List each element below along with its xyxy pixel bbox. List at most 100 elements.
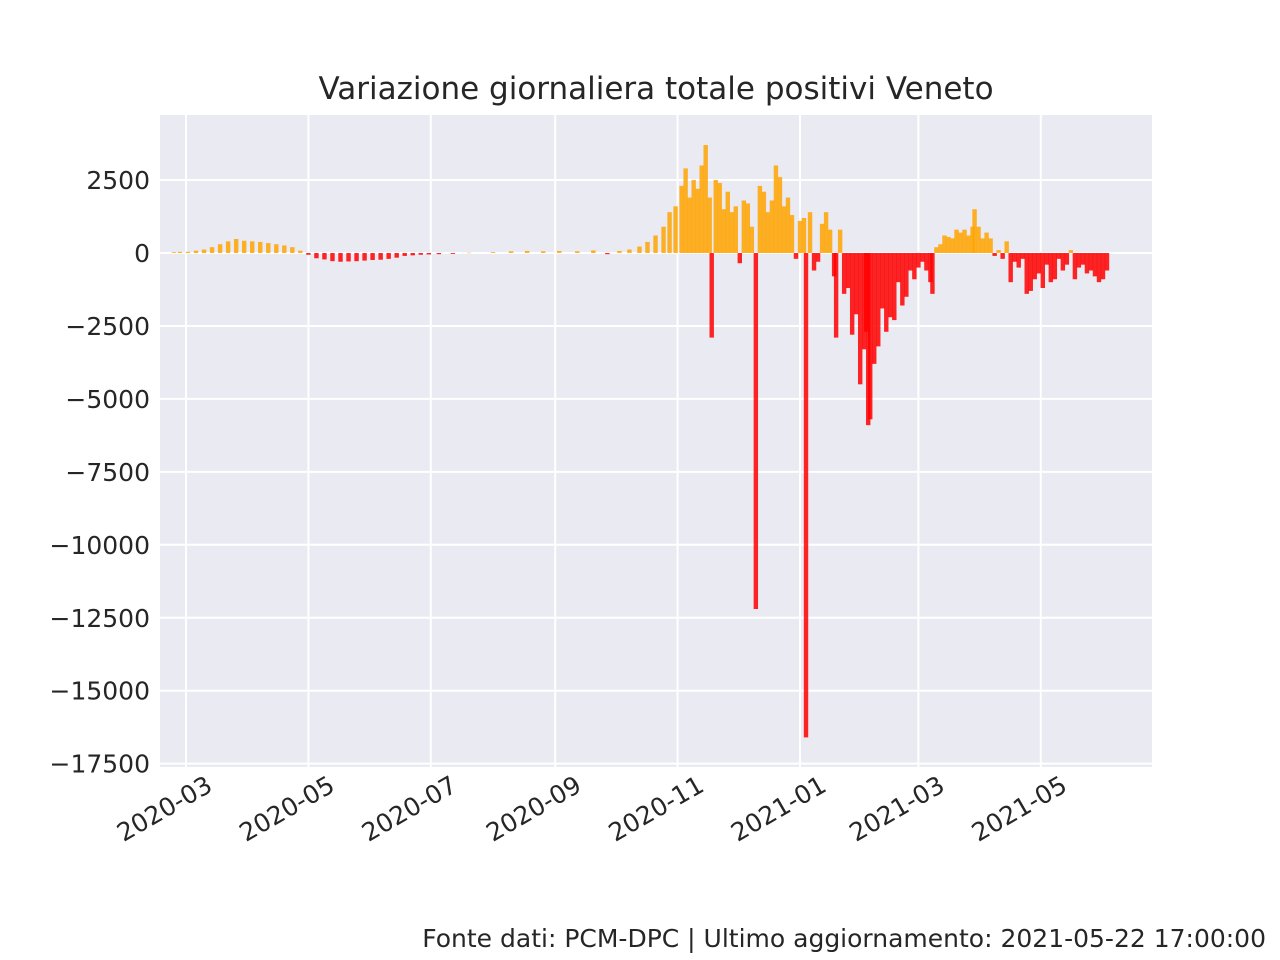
x-tick-label: 2021-05 [967, 770, 1072, 847]
bar [436, 253, 442, 255]
x-tick-label: 2021-01 [726, 770, 831, 847]
bar [1056, 253, 1062, 259]
bar [171, 252, 177, 253]
bar [266, 243, 271, 253]
bar [916, 253, 921, 268]
bar [1012, 253, 1017, 262]
bar [745, 203, 751, 253]
bar [466, 252, 472, 254]
bar [1008, 253, 1013, 283]
bar [876, 253, 881, 347]
bar [394, 253, 399, 258]
bars-group [171, 145, 1110, 738]
bar [966, 235, 971, 253]
bar [769, 200, 775, 253]
bar [258, 241, 263, 253]
bar [418, 253, 423, 255]
bar [177, 251, 183, 253]
bar [699, 165, 704, 253]
chart-title: Variazione giornaliera totale positivi V… [318, 71, 993, 107]
y-axis: 2500 0 −2500 −5000 −7500 −10000 −12500 −15000 −1… [50, 166, 150, 779]
bar [811, 253, 817, 271]
bar [1076, 253, 1082, 268]
bar [274, 244, 279, 253]
bar [996, 250, 1001, 253]
x-tick-label: 2020-03 [112, 770, 217, 847]
bar [241, 240, 247, 253]
bar [904, 253, 909, 297]
bar [912, 253, 917, 280]
bar [841, 253, 847, 294]
bar [765, 212, 771, 253]
plot-area [160, 115, 1152, 767]
bar [819, 223, 825, 253]
bar [920, 253, 925, 262]
bar [908, 253, 913, 271]
bar [617, 250, 622, 253]
x-tick-label: 2021-03 [844, 770, 949, 847]
bar [845, 253, 851, 289]
bar [1080, 253, 1086, 265]
bar [884, 253, 889, 332]
source-footer: Fonte dati: PCM-DPC | Ultimo aggiornamen… [422, 924, 1266, 953]
bar [185, 251, 191, 253]
bar [386, 253, 391, 259]
bar [930, 253, 935, 294]
bar [645, 241, 650, 253]
bar [709, 253, 714, 338]
bar [667, 212, 672, 253]
bar [679, 185, 684, 253]
bar [757, 185, 763, 253]
bar [976, 226, 981, 253]
bar [209, 247, 215, 253]
bar [713, 180, 718, 253]
bar [687, 197, 692, 253]
bar [924, 253, 929, 271]
bar [691, 180, 696, 253]
bar [1040, 253, 1045, 289]
bar [508, 251, 514, 253]
bar [605, 253, 610, 255]
bar [490, 252, 496, 253]
bar [761, 191, 767, 253]
bar [703, 145, 708, 253]
bar [426, 253, 431, 255]
bar [1048, 253, 1054, 283]
bar [1092, 253, 1098, 277]
bar [1052, 253, 1058, 280]
x-tick-label: 2020-11 [604, 770, 709, 847]
bar [737, 253, 743, 264]
bar [450, 253, 456, 254]
bar [1100, 253, 1106, 280]
bar [807, 212, 813, 253]
bar [591, 250, 596, 253]
bar [872, 253, 877, 364]
bar [888, 253, 893, 318]
bar [1016, 253, 1021, 268]
bar [972, 209, 977, 253]
bar [233, 238, 239, 253]
bar [1004, 241, 1009, 253]
bar [868, 253, 873, 420]
bar [1020, 253, 1025, 259]
bar [934, 247, 939, 253]
bar [896, 253, 901, 283]
bar [773, 165, 779, 253]
bar [1072, 253, 1078, 280]
bar [370, 253, 375, 261]
bar [892, 253, 897, 321]
bar [880, 253, 885, 309]
bar [225, 241, 231, 253]
bar [322, 253, 327, 260]
bar [749, 226, 755, 253]
y-tick-label: −2500 [65, 312, 150, 341]
bar [781, 206, 787, 253]
bar [785, 197, 791, 253]
bar [992, 253, 997, 256]
bar [717, 182, 722, 253]
bar [729, 212, 734, 253]
x-tick-label: 2020-07 [357, 770, 462, 847]
bar [1064, 253, 1070, 265]
bar [557, 250, 562, 253]
bar [575, 251, 580, 253]
